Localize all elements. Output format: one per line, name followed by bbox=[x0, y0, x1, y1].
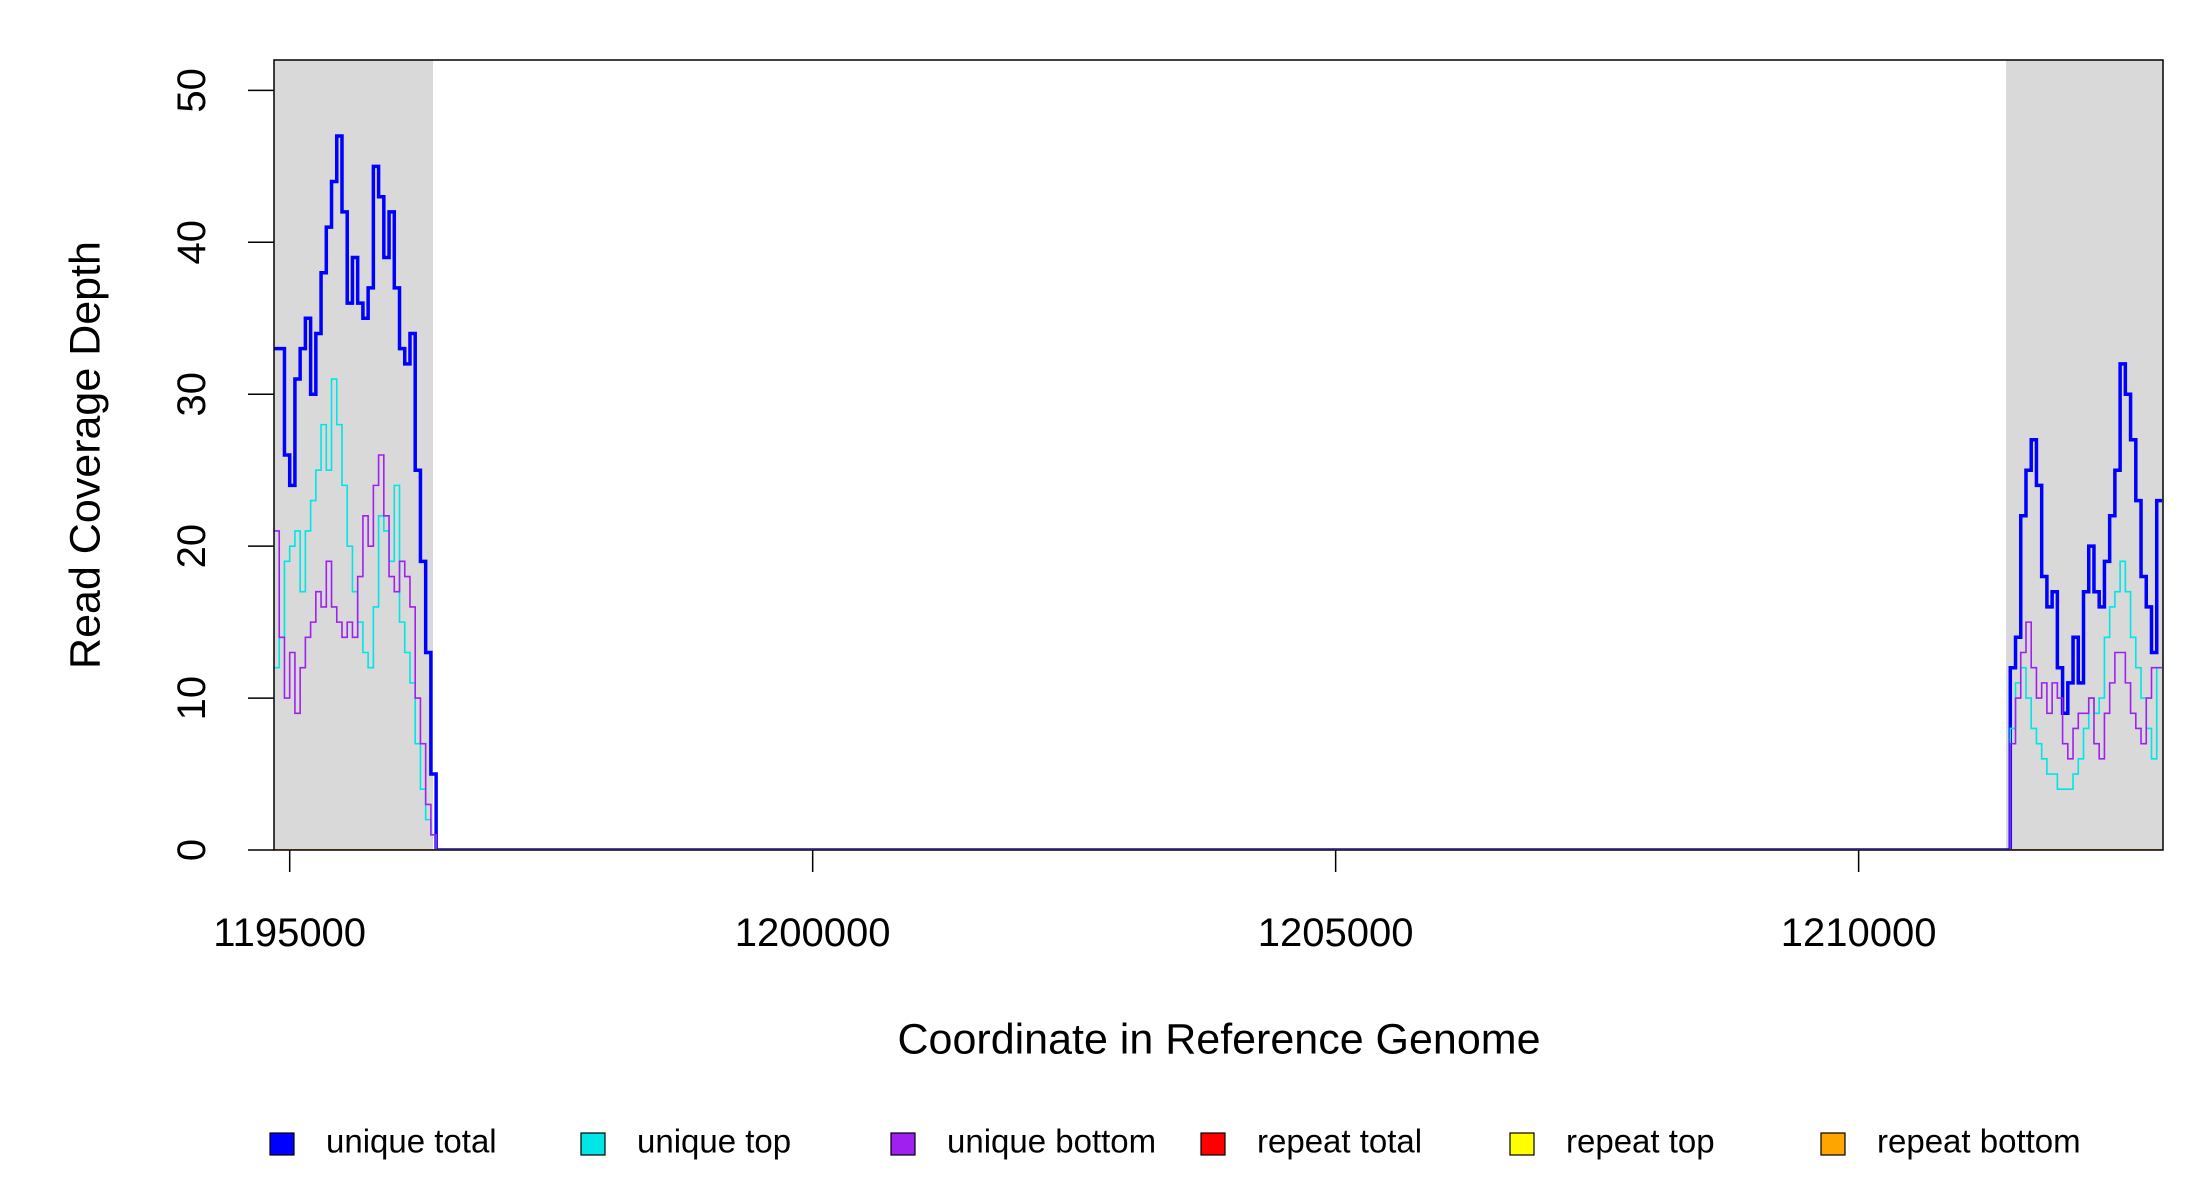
legend-swatch bbox=[890, 1132, 916, 1156]
legend-label: repeat top bbox=[1566, 1123, 1715, 1160]
legend-label: repeat bottom bbox=[1877, 1123, 2081, 1160]
x-axis-title: Coordinate in Reference Genome bbox=[898, 1015, 1541, 1063]
y-tick-label: 40 bbox=[170, 220, 214, 264]
y-axis-title: Read Coverage Depth bbox=[61, 241, 109, 669]
legend-swatch bbox=[1509, 1132, 1535, 1156]
y-tick-label: 50 bbox=[170, 68, 214, 113]
x-tick-label: 1205000 bbox=[1258, 911, 1414, 955]
y-tick-label: 10 bbox=[170, 676, 214, 721]
legend-label: unique total bbox=[326, 1123, 497, 1160]
y-tick-label: 0 bbox=[170, 839, 214, 861]
y-tick-label: 30 bbox=[170, 372, 214, 417]
shaded-region bbox=[274, 60, 433, 850]
legend-swatch bbox=[1200, 1132, 1226, 1156]
legend-swatch bbox=[580, 1132, 606, 1156]
x-tick-label: 1195000 bbox=[213, 911, 366, 955]
legend-label: unique top bbox=[637, 1123, 791, 1160]
legend-label: unique bottom bbox=[947, 1123, 1156, 1160]
y-tick-label: 20 bbox=[170, 524, 214, 569]
plot-lines bbox=[274, 134, 2162, 850]
legend-label: repeat total bbox=[1257, 1123, 1422, 1160]
x-tick-label: 1210000 bbox=[1781, 911, 1937, 955]
legend-swatch bbox=[269, 1132, 295, 1156]
series-line bbox=[274, 378, 2162, 850]
series-line bbox=[274, 134, 2162, 850]
legend-swatch bbox=[1820, 1132, 1846, 1156]
x-tick-label: 1200000 bbox=[735, 911, 891, 955]
plot-frame bbox=[273, 59, 2164, 851]
series-line bbox=[274, 454, 2162, 850]
